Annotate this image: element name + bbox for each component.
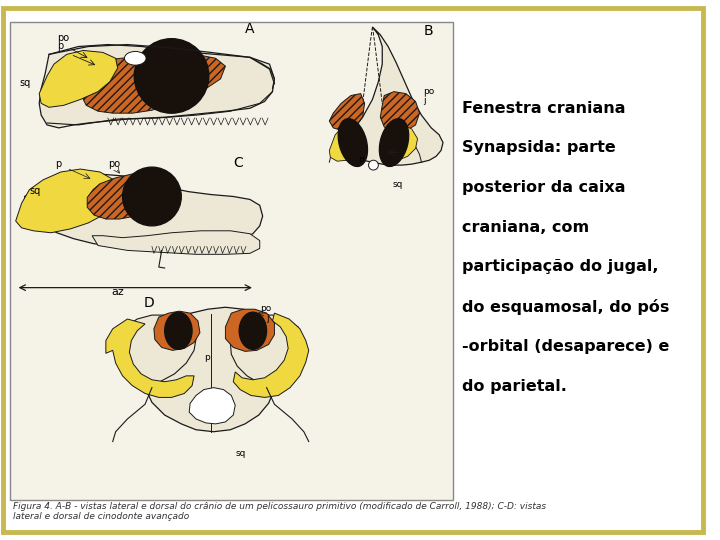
Text: sq: sq [235,449,246,458]
Text: do parietal.: do parietal. [462,379,567,394]
Text: A: A [246,22,255,36]
Circle shape [369,160,378,170]
Polygon shape [16,169,117,233]
Circle shape [122,167,181,226]
Text: j: j [423,96,426,105]
Polygon shape [39,45,274,128]
Polygon shape [230,315,306,389]
Polygon shape [225,309,274,352]
Text: do esquamosal, do pós: do esquamosal, do pós [462,299,670,315]
Polygon shape [144,307,276,431]
Polygon shape [329,125,363,161]
Text: Fenestra craniana: Fenestra craniana [462,100,626,116]
Text: craniana, com: craniana, com [462,220,590,235]
Polygon shape [382,125,418,160]
Polygon shape [24,174,263,247]
Ellipse shape [379,119,409,166]
Text: sq: sq [392,180,402,188]
Text: sq: sq [19,78,31,87]
Polygon shape [39,50,117,107]
Text: az: az [112,287,124,296]
Text: po: po [260,304,271,313]
Text: po: po [57,32,69,43]
Polygon shape [92,231,260,254]
Polygon shape [116,315,196,388]
Text: p: p [57,42,63,51]
Polygon shape [189,388,235,424]
Text: Figura 4. A-B - vistas lateral e dorsal do crânio de um pelicossauro primitivo (: Figura 4. A-B - vistas lateral e dorsal … [13,502,546,521]
Text: p: p [204,353,210,362]
Text: D: D [144,296,155,310]
Text: sq: sq [30,186,40,195]
Polygon shape [233,313,309,397]
Ellipse shape [165,312,192,349]
Circle shape [134,39,209,113]
Polygon shape [380,92,420,133]
Ellipse shape [125,51,146,65]
Ellipse shape [239,312,266,349]
Text: po: po [423,86,435,96]
Text: participação do jugal,: participação do jugal, [462,259,659,274]
Text: j: j [266,314,269,323]
Text: po: po [108,159,120,169]
Polygon shape [87,174,165,219]
Text: C: C [233,156,243,170]
Text: posterior da caixa: posterior da caixa [462,180,626,195]
Bar [10,22,453,501]
Polygon shape [106,319,194,397]
Polygon shape [347,27,443,165]
Text: -orbital (desaparece) e: -orbital (desaparece) e [462,339,670,354]
Polygon shape [329,93,364,131]
Ellipse shape [338,119,367,166]
Text: p: p [55,159,61,169]
Polygon shape [81,52,225,113]
Polygon shape [154,311,200,350]
Text: B: B [423,24,433,38]
Text: p: p [358,155,364,164]
Text: Synapsida: parte: Synapsida: parte [462,140,616,156]
